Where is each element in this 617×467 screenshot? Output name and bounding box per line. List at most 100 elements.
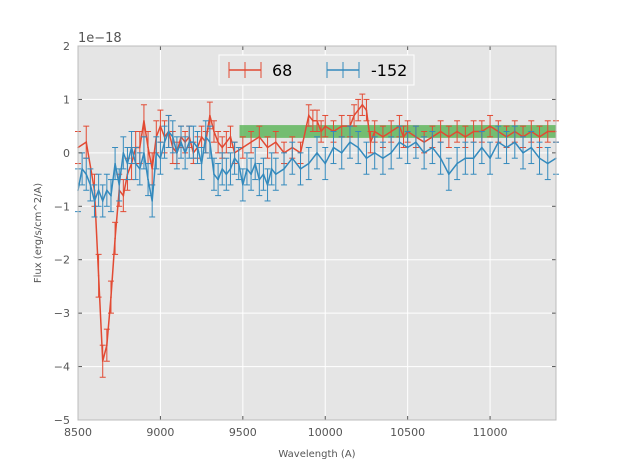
data-point	[373, 152, 376, 154]
data-point	[110, 296, 112, 298]
error-bar	[178, 125, 185, 159]
data-point	[200, 162, 203, 165]
error-bar	[268, 152, 275, 186]
error-bar	[95, 253, 102, 298]
error-bar	[145, 163, 152, 197]
data-point	[180, 141, 182, 143]
error-bar	[252, 147, 259, 181]
data-point	[299, 168, 302, 170]
data-point	[270, 168, 273, 170]
data-point	[213, 130, 215, 133]
data-point	[126, 162, 129, 165]
error-bar	[223, 157, 230, 191]
error-bar	[544, 147, 551, 181]
data-point	[122, 152, 125, 154]
error-bar	[318, 120, 325, 143]
data-point	[110, 194, 112, 197]
axis-ticks: 8500 9000 9500 10000 10500 11000 −5 −4 −3 −2 −1 0 1 2	[54, 40, 556, 439]
error-bar	[136, 152, 143, 186]
error-bar	[338, 136, 345, 170]
error-bar	[314, 109, 320, 132]
error-bar	[346, 125, 353, 159]
error-bar	[120, 136, 127, 170]
data-point	[242, 146, 244, 149]
data-point	[143, 152, 145, 154]
data-point	[114, 162, 116, 165]
axes-frame	[77, 45, 557, 421]
legend-marker-minus-152	[326, 62, 360, 78]
y-tick-label: −4	[54, 361, 70, 374]
data-point	[233, 157, 236, 159]
data-point	[106, 344, 108, 347]
error-bar	[355, 98, 362, 122]
error-bar	[470, 141, 477, 175]
data-point	[365, 157, 368, 159]
error-bar	[219, 152, 226, 186]
data-point	[246, 168, 248, 170]
y-tick-label: −1	[54, 200, 70, 213]
error-bar	[260, 157, 267, 191]
data-point	[167, 130, 170, 133]
data-point	[390, 152, 392, 154]
error-bar	[528, 130, 535, 165]
data-point	[353, 114, 355, 117]
series-minus-152	[75, 114, 559, 218]
error-bar	[330, 130, 337, 165]
data-point	[204, 136, 207, 138]
data-point	[221, 146, 224, 149]
error-bar	[190, 125, 197, 159]
data-point	[402, 136, 405, 138]
error-bar	[239, 168, 246, 202]
legend: 68 -152	[218, 54, 415, 86]
data-point	[316, 120, 318, 122]
data-point	[209, 141, 211, 143]
data-point	[184, 152, 186, 154]
data-point	[147, 178, 149, 181]
error-bar	[388, 136, 395, 170]
data-point	[307, 114, 310, 117]
data-point	[472, 130, 475, 133]
error-bar	[536, 141, 543, 175]
error-bar	[198, 147, 205, 181]
error-bar	[107, 280, 114, 314]
x-axis-label: Wavelength (A)	[278, 449, 355, 460]
data-point	[229, 136, 232, 138]
data-point	[406, 146, 409, 149]
data-point	[340, 152, 343, 154]
data-point	[118, 184, 121, 186]
data-point	[546, 130, 549, 133]
data-point	[538, 136, 541, 138]
legend-label-68: 68	[272, 61, 292, 80]
data-point	[448, 136, 450, 138]
data-point	[316, 152, 318, 154]
error-bar	[421, 136, 428, 170]
error-bar	[297, 152, 304, 186]
error-bar	[239, 136, 246, 159]
x-tick-label: 10000	[308, 426, 343, 439]
data-point	[217, 178, 219, 181]
error-bar	[169, 120, 176, 154]
data-point	[85, 141, 88, 143]
error-bar	[210, 157, 217, 191]
error-bar	[314, 136, 320, 170]
data-point	[171, 136, 174, 138]
data-point	[254, 162, 256, 165]
data-point	[489, 125, 491, 127]
data-point	[139, 168, 141, 170]
data-point	[546, 162, 549, 165]
data-point	[415, 141, 417, 143]
error-bar	[210, 120, 217, 143]
data-point	[505, 146, 508, 149]
data-point	[283, 168, 285, 170]
data-point	[489, 157, 491, 159]
error-bar	[149, 184, 156, 218]
error-bar	[322, 114, 329, 138]
error-bar	[256, 125, 263, 149]
y-tick-label: 0	[63, 147, 70, 160]
error-bar	[256, 163, 263, 197]
error-bar	[103, 173, 110, 207]
data-point	[101, 360, 104, 363]
error-bar	[487, 114, 494, 138]
data-point	[320, 130, 322, 133]
